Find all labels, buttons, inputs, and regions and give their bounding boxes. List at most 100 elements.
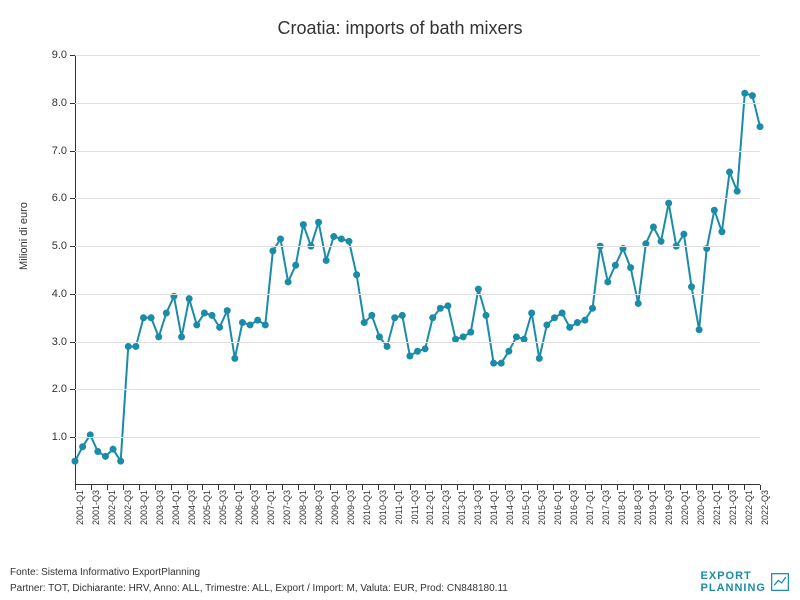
data-line (75, 93, 760, 461)
data-marker (559, 310, 566, 317)
x-tick-label: 2011-Q1 (394, 490, 404, 524)
y-tick-label: 9.0 (52, 49, 67, 61)
y-tickmark (70, 342, 75, 343)
data-marker (505, 348, 512, 355)
x-tick-label: 2013-Q3 (473, 490, 483, 525)
x-tick-label: 2019-Q1 (648, 490, 658, 525)
data-marker (376, 333, 383, 340)
y-tick-label: 1.0 (52, 431, 67, 443)
gridline (75, 55, 760, 56)
x-tick-label: 2012-Q3 (441, 490, 451, 525)
data-marker (292, 262, 299, 269)
x-tick-label: 2007-Q3 (282, 490, 292, 525)
data-marker (688, 283, 695, 290)
data-marker (353, 271, 360, 278)
y-tickmark (70, 389, 75, 390)
data-marker (254, 317, 261, 324)
data-marker (581, 317, 588, 324)
y-tickmark (70, 246, 75, 247)
data-marker (490, 360, 497, 367)
y-tick-label: 2.0 (52, 383, 67, 395)
y-tick-label: 5.0 (52, 240, 67, 252)
data-marker (574, 319, 581, 326)
data-marker (513, 333, 520, 340)
data-marker (658, 238, 665, 245)
data-marker (460, 333, 467, 340)
plot-area: 1.02.03.04.05.06.07.08.09.02001-Q12001-Q… (75, 55, 760, 485)
data-marker (384, 343, 391, 350)
data-marker (193, 321, 200, 328)
data-marker (361, 319, 368, 326)
data-marker (110, 446, 117, 453)
data-marker (551, 314, 558, 321)
chart-title: Croatia: imports of bath mixers (0, 0, 800, 39)
x-tick-label: 2009-Q3 (346, 490, 356, 525)
logo: EXPORT PLANNING (701, 570, 790, 594)
data-marker (132, 343, 139, 350)
data-marker (604, 278, 611, 285)
x-tick-label: 2008-Q3 (314, 490, 324, 525)
footer-line-2: Partner: TOT, Dichiarante: HRV, Anno: AL… (10, 583, 508, 594)
x-tick-label: 2010-Q3 (378, 490, 388, 525)
x-tick-label: 2005-Q3 (218, 490, 228, 525)
data-marker (483, 312, 490, 319)
x-tick-label: 2012-Q1 (425, 490, 435, 525)
x-tick-label: 2015-Q3 (537, 490, 547, 525)
data-marker (635, 300, 642, 307)
data-marker (406, 353, 413, 360)
data-marker (277, 235, 284, 242)
data-marker (589, 305, 596, 312)
data-marker (627, 264, 634, 271)
x-tick-label: 2009-Q1 (330, 490, 340, 525)
chart-icon (770, 572, 790, 592)
gridline (75, 198, 760, 199)
data-marker (140, 314, 147, 321)
data-marker (102, 453, 109, 460)
data-marker (414, 348, 421, 355)
logo-text-1: EXPORT (701, 570, 766, 582)
x-tick-label: 2008-Q1 (298, 490, 308, 525)
x-tick-label: 2006-Q3 (250, 490, 260, 525)
data-marker (94, 448, 101, 455)
y-tickmark (70, 151, 75, 152)
data-marker (117, 458, 124, 465)
x-tick-label: 2017-Q1 (585, 490, 595, 525)
footer-line-1: Fonte: Sistema Informativo ExportPlannin… (10, 567, 200, 578)
data-marker (612, 262, 619, 269)
data-marker (346, 238, 353, 245)
x-tick-label: 2004-Q1 (171, 490, 181, 525)
x-tick-label: 2017-Q3 (601, 490, 611, 525)
x-tick-label: 2002-Q1 (107, 490, 117, 525)
data-marker (399, 312, 406, 319)
logo-text-2: PLANNING (701, 582, 766, 594)
x-tick-label: 2005-Q1 (202, 490, 212, 525)
x-tick-label: 2016-Q1 (553, 490, 563, 525)
data-marker (475, 286, 482, 293)
x-tick-label: 2022-Q3 (760, 490, 770, 525)
data-marker (216, 324, 223, 331)
data-marker (72, 458, 79, 465)
x-tick-label: 2007-Q1 (266, 490, 276, 525)
data-marker (741, 90, 748, 97)
y-tick-label: 4.0 (52, 288, 67, 300)
y-tickmark (70, 55, 75, 56)
x-tick-label: 2014-Q3 (505, 490, 515, 525)
data-marker (696, 326, 703, 333)
x-tick-label: 2011-Q3 (410, 490, 420, 524)
data-marker (338, 235, 345, 242)
data-marker (323, 257, 330, 264)
data-marker (247, 321, 254, 328)
x-tick-label: 2002-Q3 (123, 490, 133, 525)
x-tick-label: 2019-Q3 (664, 490, 674, 525)
data-marker (224, 307, 231, 314)
data-marker (680, 231, 687, 238)
x-tick-label: 2001-Q3 (91, 490, 101, 525)
data-marker (330, 233, 337, 240)
y-tickmark (70, 294, 75, 295)
x-tick-label: 2022-Q1 (744, 490, 754, 525)
x-tick-label: 2018-Q3 (633, 490, 643, 525)
gridline (75, 246, 760, 247)
x-tick-label: 2001-Q1 (75, 490, 85, 525)
x-tick-label: 2015-Q1 (521, 490, 531, 525)
gridline (75, 437, 760, 438)
